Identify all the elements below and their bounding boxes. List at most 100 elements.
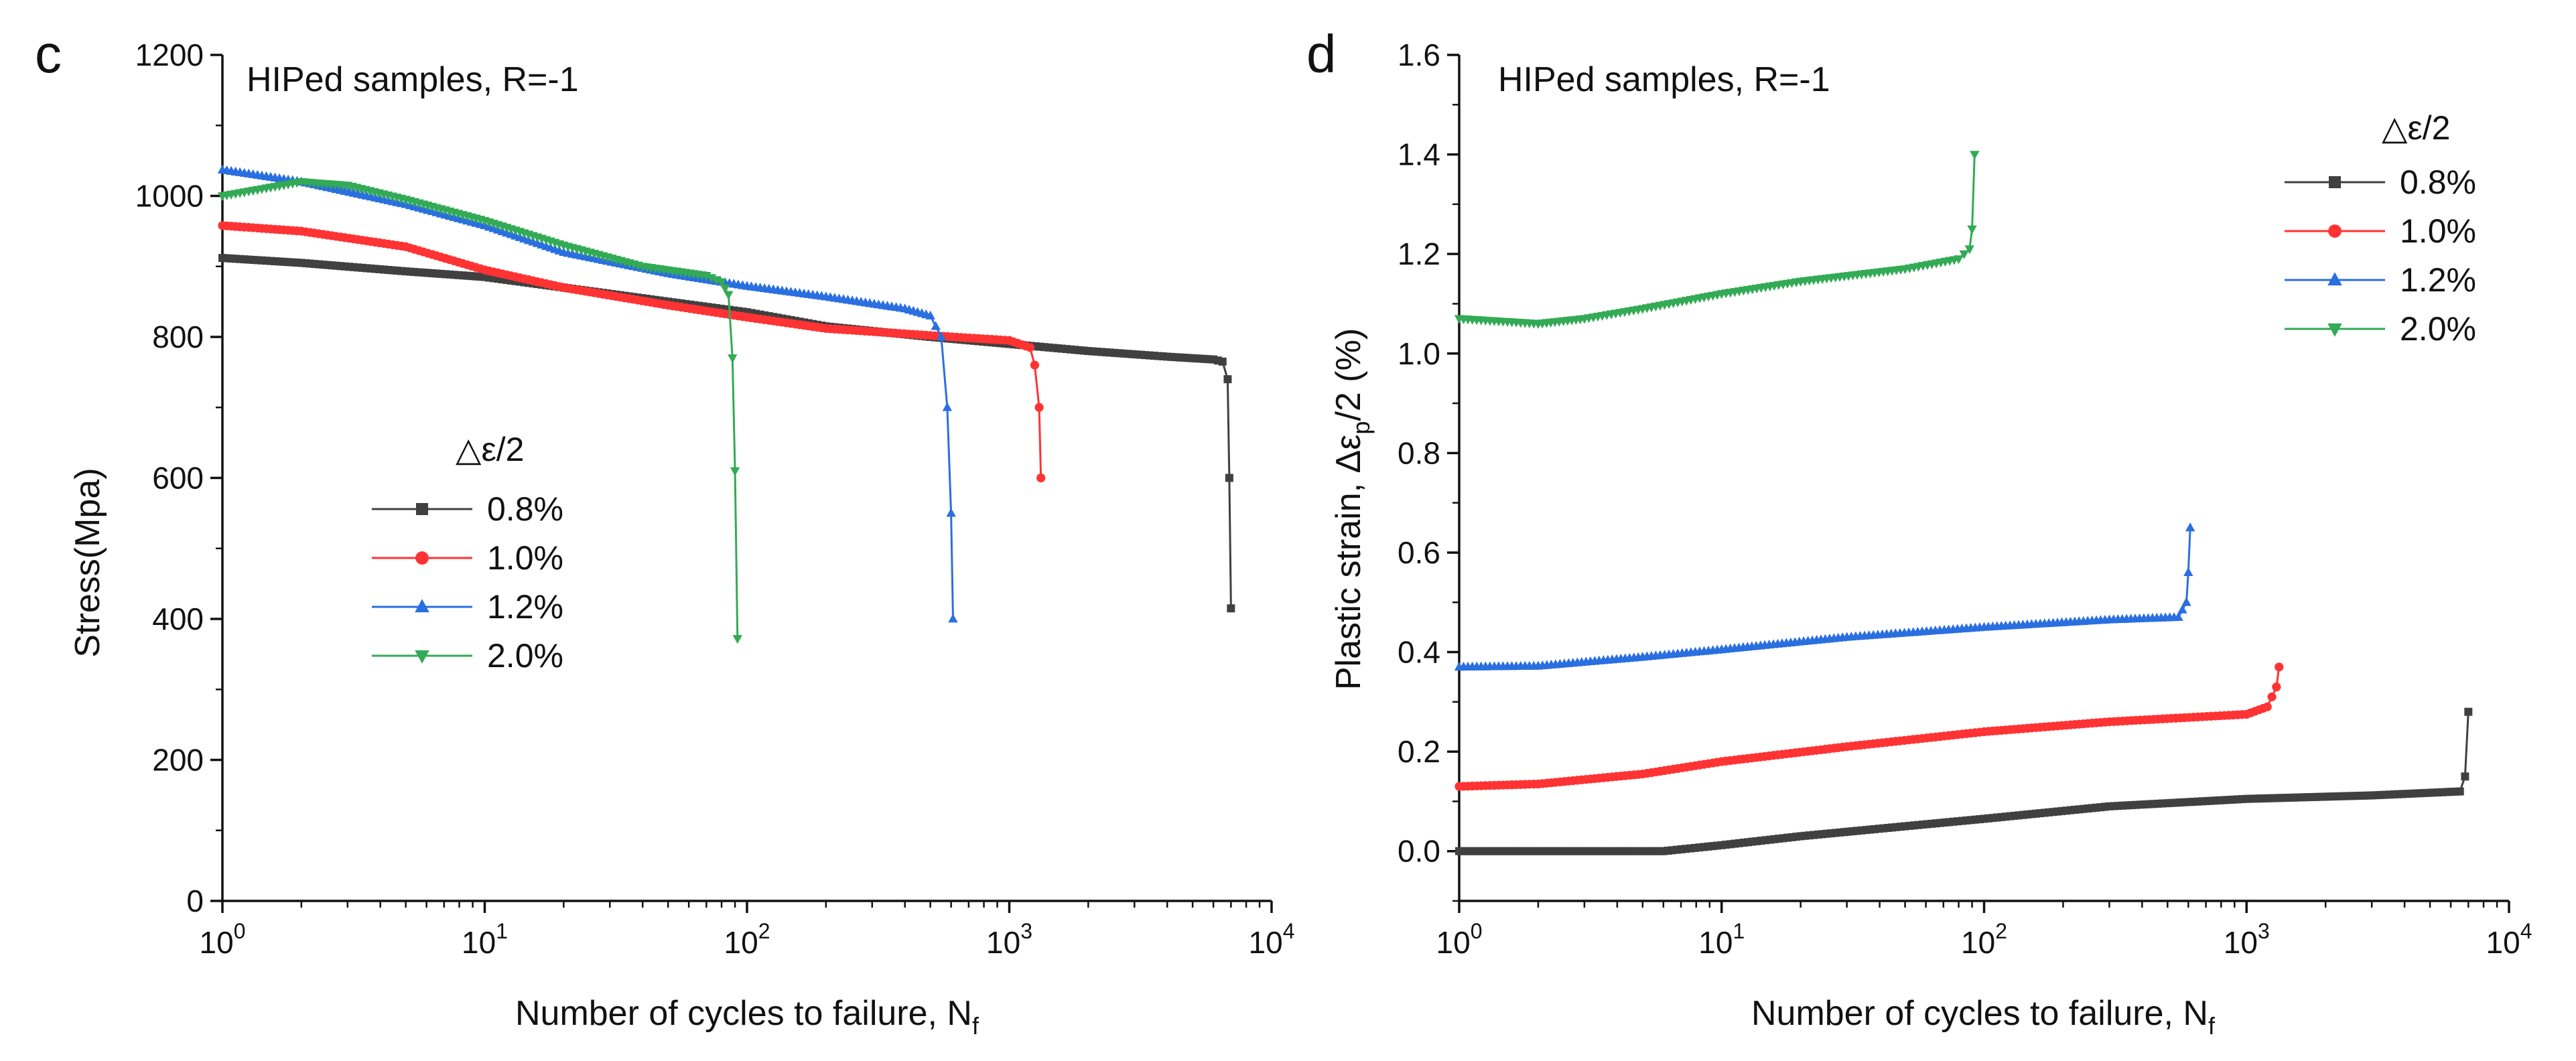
c-y-tick-label: 1200 bbox=[135, 38, 204, 72]
d-data-point bbox=[2181, 597, 2191, 606]
d-y-tick-label: 1.2 bbox=[1398, 236, 1440, 271]
d-x-tick-exp: 2 bbox=[1995, 919, 2007, 943]
c-x-tick-label: 103 bbox=[986, 919, 1032, 960]
d-x-tick-base: 10 bbox=[2224, 925, 2258, 960]
d-data-point bbox=[2185, 522, 2195, 532]
c-legend-label: 1.2% bbox=[487, 588, 563, 626]
panel-c-legend-title: △ε/2 bbox=[456, 431, 524, 468]
d-data-point bbox=[2455, 787, 2464, 796]
c-legend-label: 0.8% bbox=[487, 490, 563, 528]
panel-d-legend: △ε/2 0.8% 1.0% 1.2% 2.0% bbox=[2285, 109, 2476, 348]
d-y-tick-label: 0.8 bbox=[1398, 435, 1440, 470]
d-series-2 bbox=[1454, 522, 2195, 671]
d-data-point bbox=[2272, 682, 2281, 692]
c-data-point bbox=[716, 278, 727, 287]
c-data-point bbox=[931, 321, 941, 330]
d-series-line bbox=[1459, 527, 2191, 668]
c-legend-marker bbox=[415, 551, 429, 565]
d-data-point bbox=[1959, 250, 1969, 259]
d-legend-label: 0.8% bbox=[2400, 163, 2476, 201]
d-legend-marker bbox=[2329, 176, 2341, 188]
panel-c: c HIPed samples, R=-1 Stress(Mpa) Number… bbox=[35, 24, 1294, 1040]
d-data-point bbox=[1970, 151, 1980, 160]
c-data-point bbox=[1218, 357, 1227, 366]
d-x-tick-label: 102 bbox=[1961, 919, 2007, 960]
panel-d-ylabel-main: Plastic strain, Δε bbox=[1329, 435, 1368, 691]
c-legend-marker bbox=[416, 503, 428, 515]
d-data-point bbox=[2183, 567, 2193, 577]
c-x-tick-base: 10 bbox=[462, 925, 496, 960]
c-y-tick-label: 0 bbox=[186, 883, 204, 918]
c-data-point bbox=[942, 402, 953, 411]
c-legend-label: 1.0% bbox=[487, 539, 563, 577]
panel-d: d HIPed samples, R=-1 Plastic strain, Δε… bbox=[1306, 24, 2532, 1040]
c-data-point bbox=[720, 284, 730, 294]
d-x-tick-label: 100 bbox=[1436, 919, 1483, 960]
c-data-point bbox=[948, 614, 958, 623]
panel-d-xlabel: Number of cycles to failure, Nf bbox=[1751, 994, 2216, 1040]
c-x-tick-exp: 1 bbox=[496, 919, 508, 943]
c-legend-marker bbox=[415, 599, 429, 613]
c-data-point bbox=[1227, 604, 1235, 613]
panel-d-ylabel: Plastic strain, Δεp/2 (%) bbox=[1329, 328, 1375, 690]
c-x-tick-exp: 3 bbox=[1020, 919, 1032, 943]
panel-d-xlabel-sub: f bbox=[2208, 1012, 2216, 1040]
d-y-tick-label: 1.0 bbox=[1398, 336, 1440, 371]
c-data-point bbox=[1036, 473, 1046, 483]
c-series-1 bbox=[218, 221, 1046, 483]
panel-c-ylabel: Stress(Mpa) bbox=[68, 468, 107, 657]
d-y-tick-label: 0.4 bbox=[1398, 635, 1440, 670]
d-x-tick-label: 104 bbox=[2486, 919, 2532, 960]
c-y-tick-label: 1000 bbox=[135, 179, 204, 214]
c-x-tick-label: 100 bbox=[200, 919, 246, 960]
d-data-point bbox=[1954, 255, 1964, 265]
d-y-tick-label: 1.4 bbox=[1398, 137, 1440, 172]
panel-c-label: c bbox=[35, 24, 62, 84]
d-x-tick-exp: 1 bbox=[1733, 919, 1745, 943]
d-series-line bbox=[1459, 666, 2281, 788]
c-x-tick-base: 10 bbox=[724, 925, 758, 960]
panel-c-legend: △ε/2 0.8% 1.0% 1.2% 2.0% bbox=[372, 431, 563, 675]
d-x-tick-label: 103 bbox=[2224, 919, 2270, 960]
c-x-tick-exp: 0 bbox=[234, 919, 246, 943]
d-x-tick-label: 101 bbox=[1698, 919, 1745, 960]
d-series-0 bbox=[1455, 707, 2473, 855]
panel-d-annotation: HIPed samples, R=-1 bbox=[1498, 60, 1830, 99]
d-legend-marker bbox=[2327, 272, 2342, 286]
d-x-tick-exp: 4 bbox=[2520, 919, 2532, 943]
c-x-tick-exp: 4 bbox=[1283, 919, 1295, 943]
c-x-tick-exp: 2 bbox=[758, 919, 770, 943]
d-x-tick-base: 10 bbox=[1698, 925, 1733, 960]
d-series-1 bbox=[1454, 662, 2284, 791]
d-x-tick-base: 10 bbox=[1436, 925, 1471, 960]
panel-c-xlabel-main: Number of cycles to failure, N bbox=[515, 994, 972, 1033]
d-legend-marker bbox=[2327, 323, 2342, 337]
c-data-point bbox=[925, 310, 935, 320]
c-x-tick-label: 102 bbox=[724, 919, 770, 960]
d-x-tick-exp: 3 bbox=[2258, 919, 2270, 943]
d-legend-label: 1.0% bbox=[2400, 212, 2476, 250]
d-y-tick-label: 1.6 bbox=[1398, 38, 1440, 72]
d-y-tick-label: 0.6 bbox=[1398, 535, 1440, 570]
c-x-tick-label: 104 bbox=[1249, 919, 1295, 960]
d-legend-marker bbox=[2328, 224, 2342, 238]
panel-c-xlabel-sub: f bbox=[972, 1012, 979, 1040]
panel-c-annotation: HIPed samples, R=-1 bbox=[247, 60, 579, 99]
d-x-tick-base: 10 bbox=[2486, 925, 2520, 960]
d-x-tick-exp: 0 bbox=[1471, 919, 1483, 943]
c-y-tick-label: 800 bbox=[152, 320, 204, 354]
panel-d-label: d bbox=[1306, 24, 1337, 84]
c-x-tick-base: 10 bbox=[200, 925, 234, 960]
panel-d-ylabel-sub: p bbox=[1347, 421, 1375, 435]
c-data-point bbox=[946, 508, 956, 517]
c-data-point bbox=[724, 291, 734, 300]
d-data-point bbox=[2267, 692, 2277, 701]
c-data-point bbox=[1223, 375, 1232, 384]
d-data-point bbox=[1964, 245, 1974, 255]
panel-d-xlabel-main: Number of cycles to failure, N bbox=[1751, 994, 2208, 1033]
c-x-tick-base: 10 bbox=[1249, 925, 1283, 960]
panel-d-ylabel-end: /2 (%) bbox=[1329, 328, 1368, 421]
d-data-point bbox=[2262, 702, 2272, 711]
